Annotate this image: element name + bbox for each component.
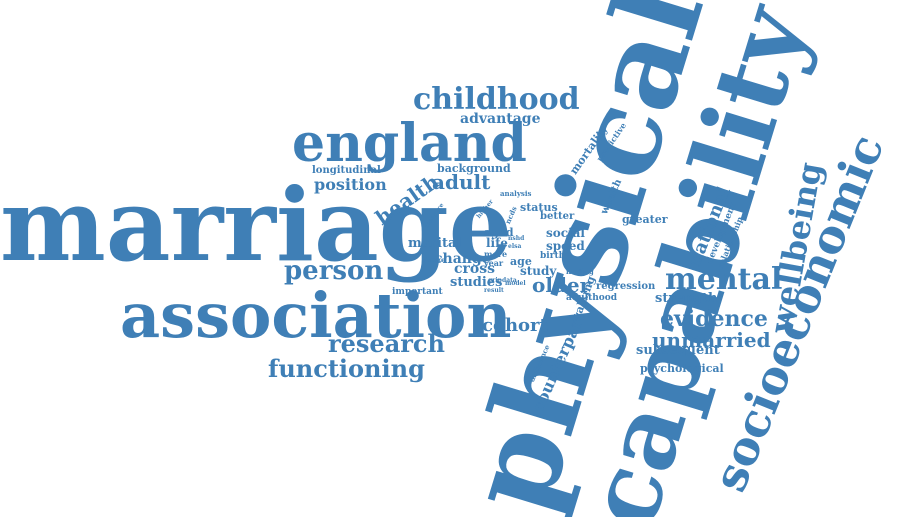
word-grip: grip — [488, 277, 502, 284]
word-year: year — [484, 258, 504, 268]
word-finding: finding — [566, 267, 594, 276]
word-research: research — [328, 329, 445, 358]
word-subsequent: subsequent — [636, 343, 720, 358]
word-older: older — [532, 273, 591, 297]
word-aged: aged — [484, 226, 514, 239]
word-adulthood: adulthood — [566, 293, 618, 303]
word-evidence: evidence — [660, 306, 768, 332]
word-england: england — [292, 113, 527, 174]
word-strength: strength — [655, 291, 718, 306]
word-life: life — [486, 236, 508, 250]
word-future: future — [424, 257, 446, 264]
word-greater: greater — [622, 213, 668, 226]
word-longitudinal: longitudinal — [312, 165, 381, 176]
word-childhood: childhood — [413, 82, 580, 117]
word-speed: speed — [546, 239, 585, 253]
word-position: position — [314, 175, 387, 194]
word-result: result — [484, 287, 504, 294]
word-mental: mental — [665, 262, 783, 297]
word-unmarried: unmarried — [652, 328, 771, 352]
word-important: important — [392, 287, 443, 297]
word-social: social — [546, 226, 585, 240]
word-birth: birth — [540, 251, 566, 261]
word-study: study — [520, 264, 557, 278]
word-more: more — [484, 249, 508, 259]
word-adult: adult — [432, 170, 491, 194]
word-cross: cross — [454, 261, 496, 277]
word-analysis: analysis — [500, 189, 532, 198]
word-studies: studies — [450, 275, 503, 290]
word-functioning: functioning — [268, 354, 425, 383]
word-marriage: marriage — [0, 166, 513, 284]
word-model: model — [505, 280, 526, 287]
word-age: age — [510, 255, 532, 268]
word-elsa: elsa — [508, 243, 522, 250]
word-advantage: advantage — [460, 111, 541, 127]
word-cohort: cohort — [482, 315, 548, 336]
word-data: data — [502, 277, 517, 284]
word-person: person — [284, 256, 384, 286]
word-regression: regression — [596, 281, 656, 292]
word-background: background — [437, 162, 511, 175]
word-marital: marital — [408, 236, 462, 251]
word-association: association — [120, 279, 512, 352]
word-nshd: nshd — [508, 235, 525, 242]
word-psychological: psychological — [640, 362, 724, 375]
word-better: better — [540, 211, 575, 222]
word-change: change — [434, 251, 491, 267]
word-status: status — [520, 201, 558, 214]
